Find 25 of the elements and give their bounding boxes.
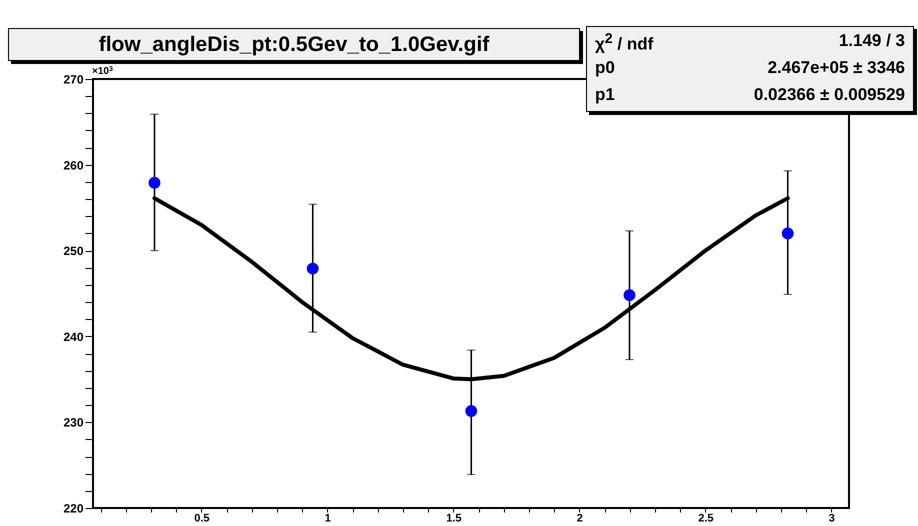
- point: [465, 405, 478, 417]
- annotation: 0.02366 ± 0.009529: [754, 85, 905, 105]
- chart-title: flow_angleDis_pt:0.5Gev_to_1.0Gev.gif: [8, 28, 580, 61]
- annotation: p1: [595, 85, 615, 105]
- x-tick-label: 0.5: [194, 512, 210, 524]
- y-tick-label: 260: [63, 158, 84, 172]
- y-tick-label: 220: [63, 502, 84, 516]
- point: [306, 262, 319, 275]
- x-tick-label: 2: [576, 512, 583, 524]
- y-tick-label: 250: [63, 244, 84, 258]
- x-tick-label: 1: [324, 512, 331, 524]
- point: [148, 176, 160, 189]
- text: 1.149 / 3: [838, 31, 905, 51]
- point: [624, 289, 636, 302]
- text: 2.467e+05 ± 3346: [768, 58, 905, 78]
- text: p0: [595, 58, 615, 78]
- x-tick-label: 3: [828, 512, 835, 524]
- y-tick-label: 270: [63, 72, 84, 86]
- x-tick-label: 1.5: [446, 512, 462, 524]
- y-tick-label: 230: [63, 416, 84, 430]
- point: [782, 228, 794, 240]
- text: χ$^{2}$ / ndf: [595, 31, 654, 55]
- y-tick-label: 240: [63, 330, 84, 344]
- text: ×10$^{3}$: [92, 66, 113, 77]
- x-tick-label: 2.5: [698, 512, 714, 524]
